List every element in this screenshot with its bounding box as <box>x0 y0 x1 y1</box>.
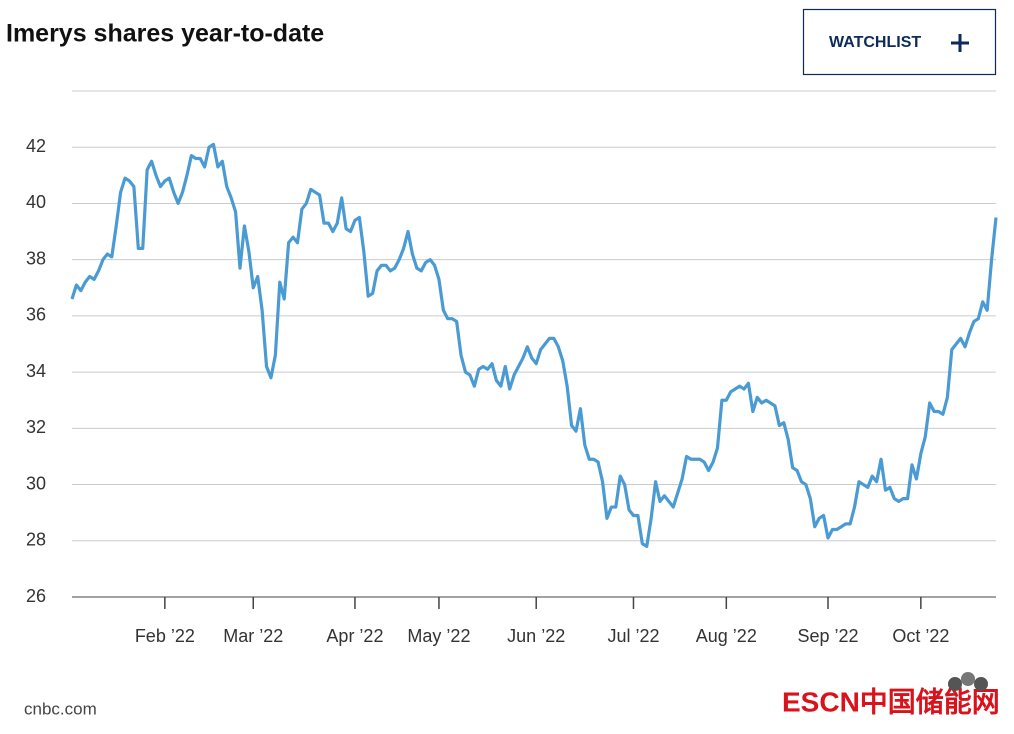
logo-feather <box>974 677 988 691</box>
price-line <box>70 142 998 548</box>
x-tick-label: Jul ’22 <box>607 626 659 646</box>
y-tick-label: 34 <box>26 361 46 381</box>
y-tick-label: 42 <box>26 136 46 156</box>
x-tick-label: Oct ’22 <box>892 626 949 646</box>
button-label[interactable]: WATCHLIST <box>829 34 921 51</box>
watermark: ESCN中国储能网 <box>782 686 1000 717</box>
logo-feather <box>961 672 975 686</box>
x-tick-label: Sep ’22 <box>797 626 858 646</box>
y-tick-label: 26 <box>26 586 46 606</box>
x-tick-label: Mar ’22 <box>223 626 283 646</box>
logo-feather <box>948 677 962 691</box>
x-tick-label: Aug ’22 <box>696 626 757 646</box>
source: cnbc.com <box>24 699 97 718</box>
cnbc-logo <box>948 672 988 691</box>
x-tick-label: Jun ’22 <box>507 626 565 646</box>
y-tick-label: 38 <box>26 248 46 268</box>
watchlist-button[interactable]: WATCHLIST <box>802 8 997 76</box>
y-tick-label: 36 <box>26 305 46 325</box>
x-tick-label: May ’22 <box>407 626 470 646</box>
x-tick-label: Apr ’22 <box>326 626 383 646</box>
y-tick-label: 30 <box>26 473 46 493</box>
plus-icon[interactable] <box>951 34 969 52</box>
chart-title: Imerys shares year-to-date <box>6 20 324 48</box>
y-tick-label: 32 <box>26 417 46 437</box>
y-tick-label: 40 <box>26 192 46 212</box>
y-tick-label: 28 <box>26 530 46 550</box>
x-tick-label: Feb ’22 <box>135 626 195 646</box>
